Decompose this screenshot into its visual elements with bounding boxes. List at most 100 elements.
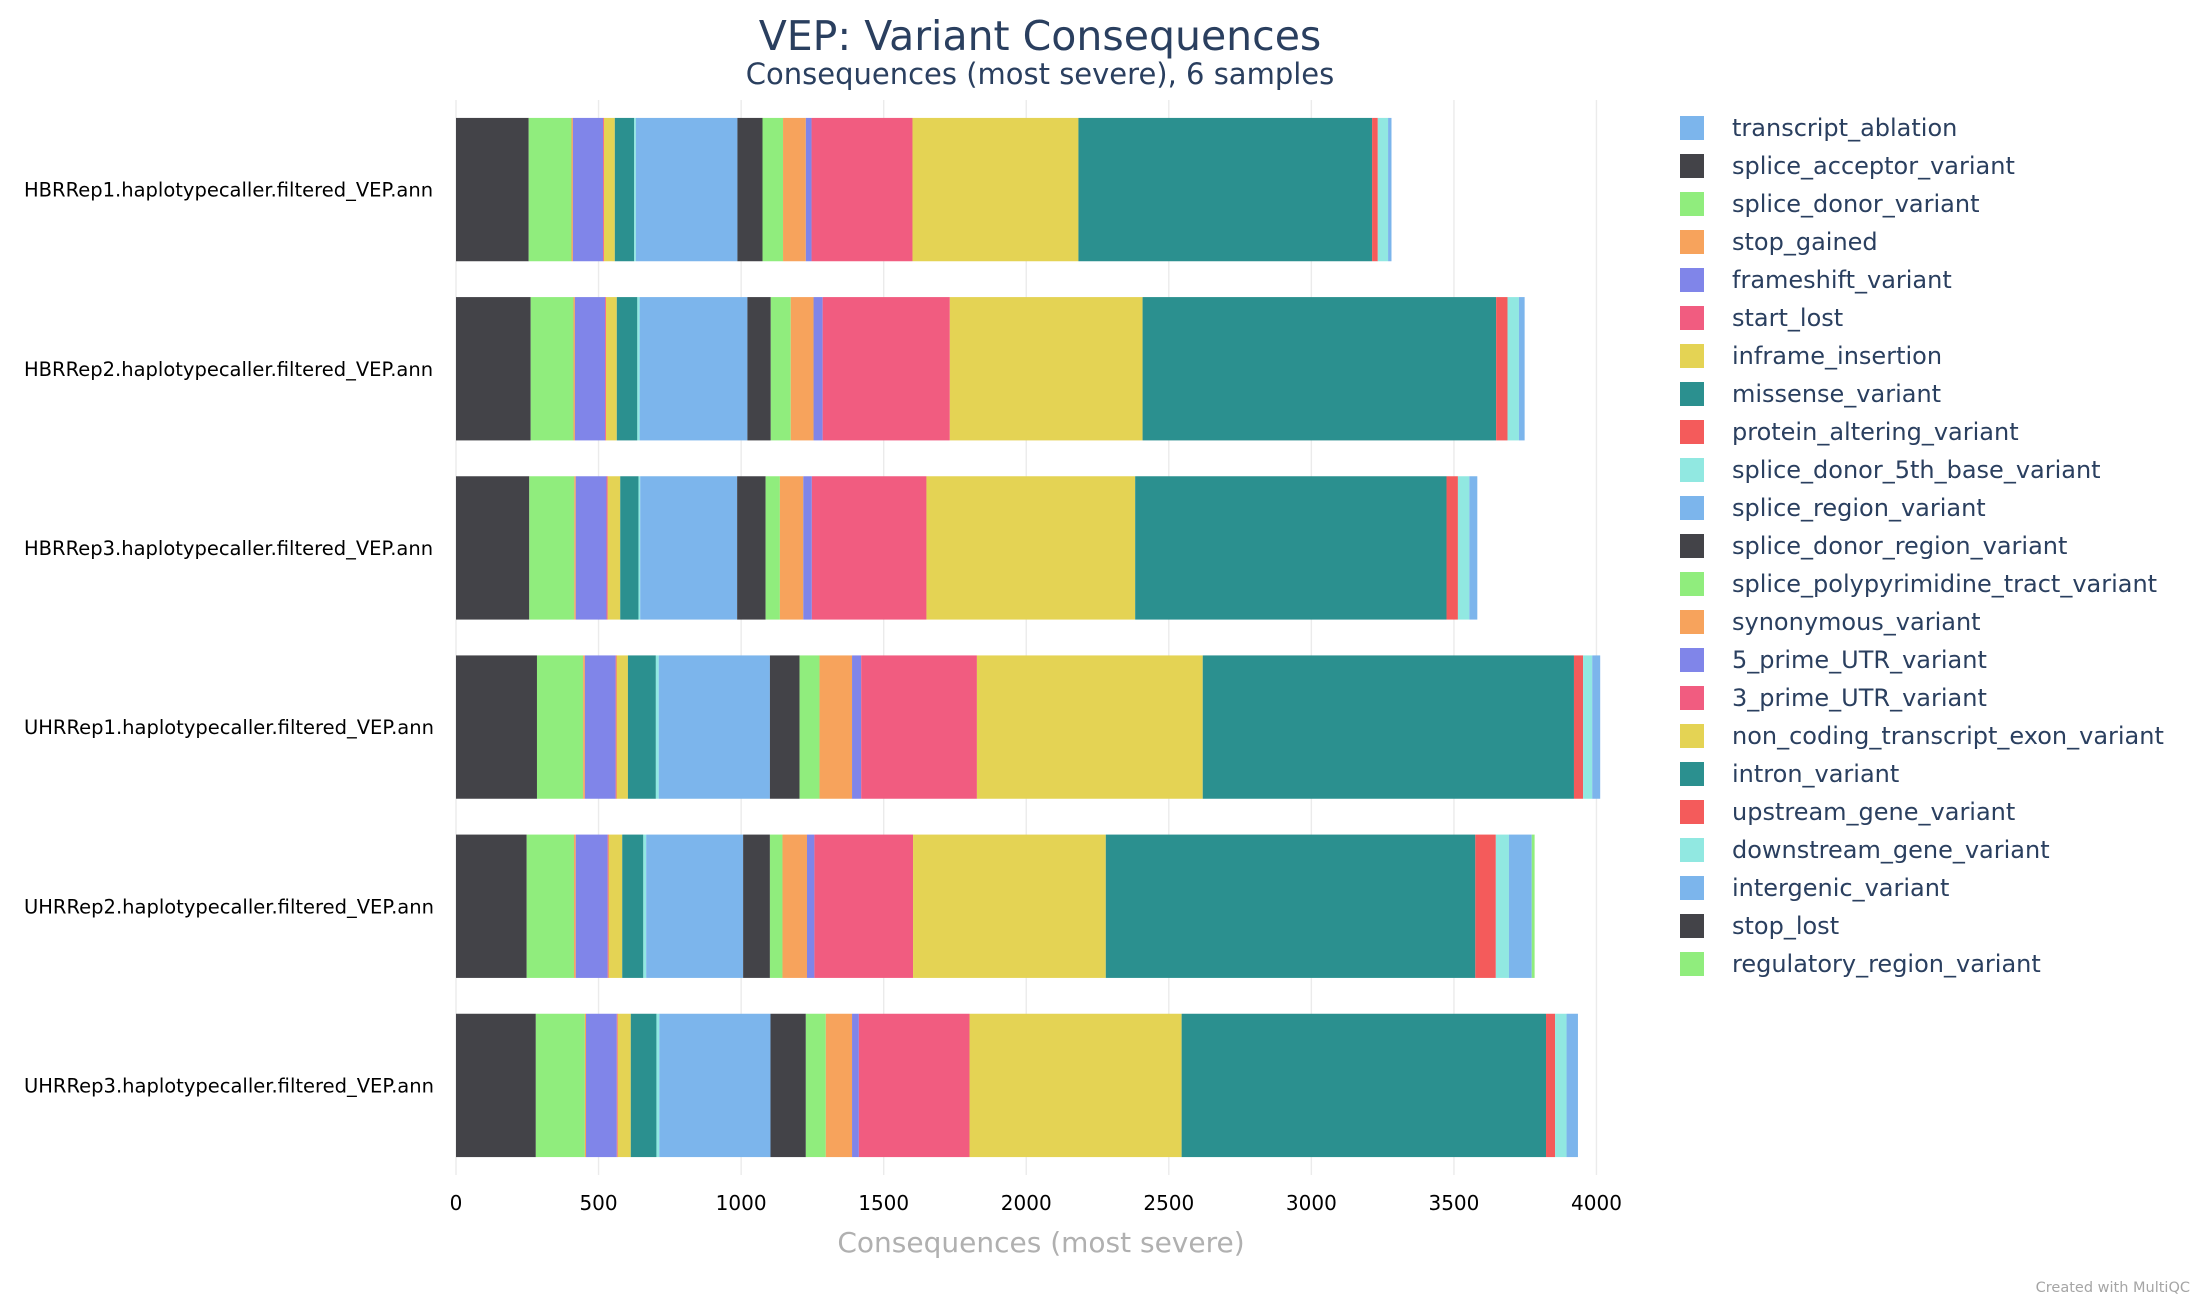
bar-segment-frameshift-variant[interactable] <box>572 117 604 262</box>
bar-segment-non-coding-transcript-exon-variant[interactable] <box>912 117 1079 262</box>
legend-item-frameshift-variant[interactable]: frameshift_variant <box>1680 266 1952 294</box>
bar-segment-intergenic-variant[interactable] <box>1388 117 1392 262</box>
bar-segment-inframe-insertion[interactable] <box>617 1013 631 1158</box>
bar-segment-splice-acceptor-variant[interactable] <box>456 1013 536 1158</box>
bar-segment-start-lost[interactable] <box>606 476 608 620</box>
bar-segment-downstream-gene-variant[interactable] <box>1377 117 1389 262</box>
bar-segment-splice-donor-5th-base-variant[interactable] <box>637 297 640 441</box>
bar-segment-splice-region-variant[interactable] <box>635 117 738 262</box>
bar-segment-non-coding-transcript-exon-variant[interactable] <box>976 655 1203 799</box>
bar-segment-downstream-gene-variant[interactable] <box>1555 1013 1567 1158</box>
bar-segment-frameshift-variant[interactable] <box>574 297 606 441</box>
legend-item-stop-lost[interactable]: stop_lost <box>1680 912 1839 940</box>
bar-segment-splice-acceptor-variant[interactable] <box>456 834 527 978</box>
legend-item-3-prime-utr-variant[interactable]: 3_prime_UTR_variant <box>1680 684 1987 712</box>
legend-item-splice-acceptor-variant[interactable]: splice_acceptor_variant <box>1680 152 2015 180</box>
bar-segment-intron-variant[interactable] <box>1105 834 1476 978</box>
bar-segment-synonymous-variant[interactable] <box>783 117 806 262</box>
bar-segment-non-coding-transcript-exon-variant[interactable] <box>926 476 1136 620</box>
bar-segment-splice-acceptor-variant[interactable] <box>456 476 530 620</box>
bar-segment-upstream-gene-variant[interactable] <box>1573 655 1584 799</box>
bar-segment-splice-donor-5th-base-variant[interactable] <box>643 834 647 978</box>
legend-item-inframe-insertion[interactable]: inframe_insertion <box>1680 342 1942 370</box>
bar-segment-synonymous-variant[interactable] <box>790 297 814 441</box>
bar-segment-splice-polypyrimidine-tract-variant[interactable] <box>765 476 780 620</box>
bar-segment-upstream-gene-variant[interactable] <box>1446 476 1458 620</box>
bar-segment-5-prime-utr-variant[interactable] <box>803 476 812 620</box>
bar-segment-start-lost[interactable] <box>607 834 609 978</box>
bar-segment-splice-donor-variant[interactable] <box>535 1013 585 1158</box>
legend-item-stop-gained[interactable]: stop_gained <box>1680 228 1878 256</box>
bar-segment-splice-polypyrimidine-tract-variant[interactable] <box>805 1013 826 1158</box>
bar-segment-intron-variant[interactable] <box>1078 117 1373 262</box>
bar-segment-start-lost[interactable] <box>616 1013 618 1158</box>
legend-item-splice-region-variant[interactable]: splice_region_variant <box>1680 494 1986 522</box>
bar-segment-missense-variant[interactable] <box>614 117 635 262</box>
bar-segment-splice-donor-5th-base-variant[interactable] <box>634 117 636 262</box>
bar-segment-frameshift-variant[interactable] <box>575 834 608 978</box>
bar-segment-non-coding-transcript-exon-variant[interactable] <box>913 834 1106 978</box>
bar-segment-splice-donor-5th-base-variant[interactable] <box>655 655 659 799</box>
legend-item-protein-altering-variant[interactable]: protein_altering_variant <box>1680 418 2019 446</box>
bar-segment-intron-variant[interactable] <box>1135 476 1447 620</box>
bar-segment-synonymous-variant[interactable] <box>782 834 807 978</box>
bar-segment-start-lost[interactable] <box>603 117 604 262</box>
bar-segment-splice-donor-region-variant[interactable] <box>737 476 766 620</box>
bar-segment-upstream-gene-variant[interactable] <box>1496 297 1508 441</box>
bar-segment-inframe-insertion[interactable] <box>607 476 621 620</box>
legend-item-splice-donor-5th-base-variant[interactable]: splice_donor_5th_base_variant <box>1680 456 2101 484</box>
legend-item-upstream-gene-variant[interactable]: upstream_gene_variant <box>1680 798 2015 826</box>
bar-segment-3-prime-utr-variant[interactable] <box>858 1013 970 1158</box>
bar-segment-synonymous-variant[interactable] <box>779 476 804 620</box>
legend-item-5-prime-utr-variant[interactable]: 5_prime_UTR_variant <box>1680 646 1987 674</box>
bar-segment-splice-donor-variant[interactable] <box>530 297 574 441</box>
bar-segment-upstream-gene-variant[interactable] <box>1546 1013 1556 1158</box>
bar-segment-downstream-gene-variant[interactable] <box>1495 834 1509 978</box>
bar-segment-splice-donor-variant[interactable] <box>528 117 572 262</box>
bar-segment-splice-region-variant[interactable] <box>658 655 770 799</box>
legend-item-splice-donor-variant[interactable]: splice_donor_variant <box>1680 190 1980 218</box>
bar-segment-intron-variant[interactable] <box>1181 1013 1547 1158</box>
bar-segment-intergenic-variant[interactable] <box>1469 476 1478 620</box>
bar-segment-5-prime-utr-variant[interactable] <box>813 297 823 441</box>
bar-segment-frameshift-variant[interactable] <box>575 476 607 620</box>
bar-segment-stop-gained[interactable] <box>573 297 575 441</box>
bar-segment-intergenic-variant[interactable] <box>1518 297 1525 441</box>
bar-segment-splice-donor-region-variant[interactable] <box>769 655 800 799</box>
bar-segment-downstream-gene-variant[interactable] <box>1457 476 1470 620</box>
bar-segment-3-prime-utr-variant[interactable] <box>822 297 950 441</box>
bar-segment-non-coding-transcript-exon-variant[interactable] <box>969 1013 1182 1158</box>
bar-segment-intergenic-variant[interactable] <box>1566 1013 1578 1158</box>
bar-segment-synonymous-variant[interactable] <box>819 655 853 799</box>
bar-segment-splice-polypyrimidine-tract-variant[interactable] <box>770 297 791 441</box>
bar-segment-frameshift-variant[interactable] <box>586 1013 617 1158</box>
legend-item-downstream-gene-variant[interactable]: downstream_gene_variant <box>1680 836 2050 864</box>
bar-segment-upstream-gene-variant[interactable] <box>1475 834 1496 978</box>
bar-segment-inframe-insertion[interactable] <box>608 834 623 978</box>
bar-segment-splice-acceptor-variant[interactable] <box>456 297 531 441</box>
bar-segment-splice-donor-region-variant[interactable] <box>770 1013 806 1158</box>
bar-segment-3-prime-utr-variant[interactable] <box>861 655 977 799</box>
bar-segment-intergenic-variant[interactable] <box>1592 655 1601 799</box>
bar-segment-inframe-insertion[interactable] <box>603 117 615 262</box>
bar-segment-stop-gained[interactable] <box>583 655 585 799</box>
bar-segment-upstream-gene-variant[interactable] <box>1372 117 1378 262</box>
bar-segment-missense-variant[interactable] <box>616 297 638 441</box>
legend-item-synonymous-variant[interactable]: synonymous_variant <box>1680 608 1981 636</box>
bar-segment-intron-variant[interactable] <box>1202 655 1574 799</box>
bar-segment-intergenic-variant[interactable] <box>1508 834 1532 978</box>
bar-segment-downstream-gene-variant[interactable] <box>1507 297 1519 441</box>
bar-segment-splice-polypyrimidine-tract-variant[interactable] <box>799 655 820 799</box>
bar-segment-splice-donor-variant[interactable] <box>536 655 584 799</box>
bar-segment-stop-gained[interactable] <box>574 476 576 620</box>
bar-segment-missense-variant[interactable] <box>630 1013 657 1158</box>
bar-segment-3-prime-utr-variant[interactable] <box>811 117 913 262</box>
bar-segment-missense-variant[interactable] <box>622 834 644 978</box>
legend-item-missense-variant[interactable]: missense_variant <box>1680 380 1941 408</box>
bar-segment-downstream-gene-variant[interactable] <box>1583 655 1593 799</box>
bar-segment-3-prime-utr-variant[interactable] <box>814 834 914 978</box>
legend-item-regulatory-region-variant[interactable]: regulatory_region_variant <box>1680 950 2041 978</box>
bar-segment-splice-polypyrimidine-tract-variant[interactable] <box>769 834 783 978</box>
bar-segment-start-lost[interactable] <box>615 655 617 799</box>
bar-segment-splice-donor-region-variant[interactable] <box>737 117 763 262</box>
